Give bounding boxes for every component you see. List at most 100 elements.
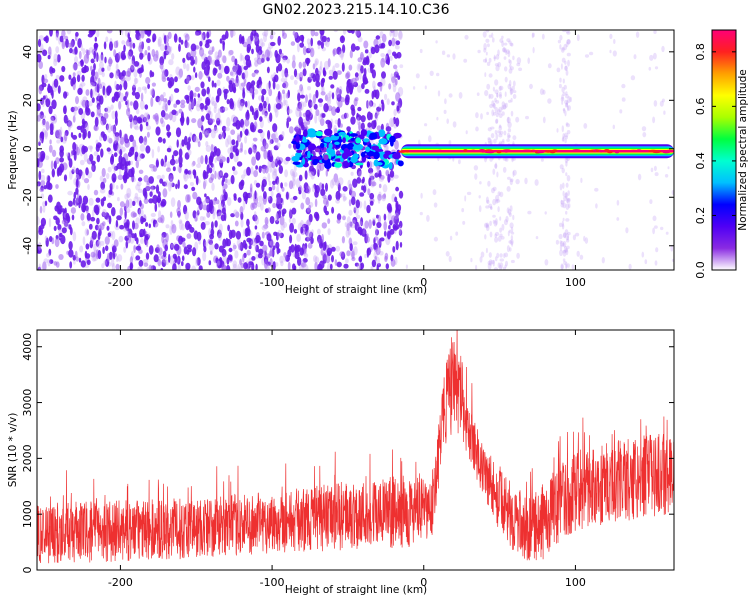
- spectrogram-band-cell: [392, 152, 401, 160]
- spectrogram-noise-cell: [507, 128, 512, 133]
- spectrogram-noise-cell: [196, 103, 201, 112]
- spectrogram-noise-cell: [334, 63, 340, 68]
- spectrogram-noise-cell: [155, 95, 161, 103]
- spectrogram-noise-cell: [484, 234, 487, 240]
- spectrogram-noise-cell: [324, 241, 327, 250]
- spectrogram-noise-cell: [433, 202, 438, 208]
- spectrogram-noise-cell: [63, 91, 68, 99]
- spectrogram-noise-cell: [66, 215, 71, 224]
- spectrogram-band-cell: [296, 149, 303, 153]
- spectrogram-noise-cell: [566, 100, 569, 106]
- spectrogram-noise-cell: [227, 224, 231, 232]
- spectrogram-noise-cell: [444, 98, 447, 105]
- spectrogram-noise-cell: [261, 53, 266, 63]
- spectrogram-noise-cell: [189, 226, 195, 233]
- spectrogram-noise-cell: [263, 30, 269, 38]
- spectrogram-noise-cell: [160, 110, 166, 118]
- spectrogram-noise-cell: [354, 97, 359, 102]
- spectrogram-noise-cell: [485, 224, 490, 231]
- spectrogram-noise-cell: [350, 104, 355, 112]
- spectrogram-noise-cell: [208, 260, 212, 266]
- spectrogram-noise-cell: [162, 188, 168, 198]
- spectrogram-noise-cell: [266, 82, 270, 92]
- spectrogram-noise-cell: [532, 46, 535, 54]
- spectrogram-noise-cell: [312, 94, 317, 104]
- spectrogram-band-cell: [346, 142, 354, 150]
- spectrogram-noise-cell: [565, 210, 568, 215]
- spectrogram-noise-cell: [497, 49, 500, 56]
- spectrogram-noise-cell: [128, 37, 132, 43]
- spectrogram-noise-cell: [510, 231, 515, 235]
- spectrogram-noise-cell: [73, 178, 77, 186]
- spectrogram-noise-cell: [44, 200, 48, 207]
- spectrogram-noise-cell: [41, 263, 47, 270]
- spectrogram-noise-cell: [510, 97, 513, 103]
- spectrogram-noise-cell: [351, 196, 356, 206]
- spectrogram-noise-cell: [249, 187, 253, 197]
- spectrogram-noise-cell: [242, 228, 246, 237]
- spectrogram-noise-cell: [317, 44, 321, 50]
- spectrogram-noise-cell: [291, 207, 297, 215]
- spectrogram-noise-cell: [567, 197, 571, 202]
- spectrogram-noise-cell: [576, 250, 580, 257]
- spectrogram-noise-cell: [118, 235, 124, 243]
- spectrogram-noise-cell: [509, 178, 513, 186]
- spectrogram-noise-cell: [359, 263, 363, 270]
- spectrogram-noise-cell: [161, 70, 166, 80]
- spectrogram-noise-cell: [293, 68, 298, 78]
- spectrogram-noise-cell: [504, 252, 509, 258]
- spectrogram-noise-cell: [137, 86, 142, 93]
- spectrogram-noise-cell: [559, 34, 563, 41]
- spectrogram-noise-cell: [475, 264, 478, 270]
- spectrogram-noise-cell: [264, 259, 268, 269]
- spectrogram-noise-cell: [283, 252, 287, 262]
- spectrogram-noise-cell: [230, 69, 236, 77]
- spectrogram-noise-cell: [130, 146, 135, 152]
- spectrogram-noise-cell: [565, 233, 570, 240]
- spectrogram-noise-cell: [78, 132, 82, 139]
- spectrogram-noise-cell: [275, 197, 281, 205]
- spectrogram-noise-cell: [134, 144, 138, 151]
- spectrogram-band-cell: [292, 161, 301, 165]
- spectrogram-noise-cell: [488, 93, 491, 100]
- spectrogram-noise-cell: [391, 157, 396, 163]
- spectrogram-noise-cell: [97, 232, 101, 241]
- spectrogram-noise-cell: [565, 191, 568, 198]
- spectrogram-noise-cell: [253, 32, 259, 40]
- spectrogram-noise-cell: [146, 125, 151, 131]
- spectrogram-noise-cell: [358, 256, 363, 263]
- spectrogram-noise-cell: [210, 250, 213, 255]
- spectrogram-noise-cell: [57, 85, 61, 94]
- spectrogram-noise-cell: [131, 91, 136, 96]
- spectrogram-noise-cell: [43, 78, 49, 84]
- spectrogram-noise-cell: [331, 206, 335, 214]
- spectrogram-noise-cell: [222, 107, 229, 111]
- spectrogram-noise-cell: [200, 81, 205, 89]
- spectrogram-noise-cell: [204, 154, 208, 165]
- spectrogram-noise-cell: [222, 238, 227, 249]
- spectrogram-noise-cell: [484, 222, 488, 228]
- spectrogram-noise-cell: [465, 130, 468, 135]
- spectrogram-noise-cell: [359, 70, 362, 80]
- spectrogram-noise-cell: [189, 169, 192, 180]
- spectrogram-noise-cell: [184, 152, 190, 160]
- spectrogram-noise-cell: [249, 192, 253, 200]
- spectrogram-noise-cell: [135, 184, 141, 191]
- spectrogram-noise-cell: [499, 264, 502, 270]
- spectrogram-noise-cell: [564, 229, 569, 235]
- spectrogram-noise-cell: [262, 106, 268, 112]
- spectrogram-noise-cell: [512, 94, 517, 99]
- spectrogram-noise-cell: [491, 187, 495, 194]
- spectrogram-noise-cell: [317, 228, 321, 235]
- spectrogram-noise-cell: [115, 72, 119, 79]
- spectrogram-noise-cell: [562, 92, 566, 96]
- spectrogram-noise-cell: [390, 258, 396, 267]
- spectrogram-noise-cell: [510, 42, 514, 47]
- spectrogram-noise-cell: [516, 252, 520, 259]
- spectrogram-noise-cell: [333, 30, 339, 33]
- spectrogram-noise-cell: [213, 146, 218, 153]
- spectrogram-noise-cell: [244, 69, 249, 79]
- spectrogram-noise-cell: [38, 263, 42, 270]
- spectrogram-noise-cell: [41, 168, 45, 174]
- spectrogram-noise-cell: [156, 244, 160, 250]
